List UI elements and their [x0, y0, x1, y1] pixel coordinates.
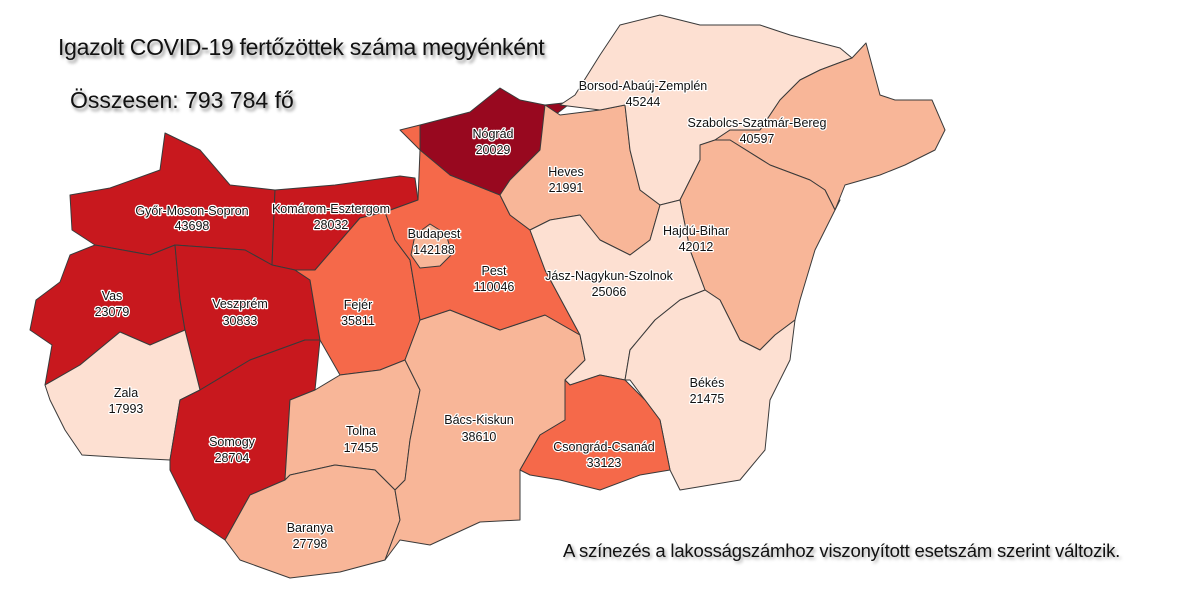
- county-cases: 33123: [587, 456, 622, 470]
- county-labels: Győr-Moson-Sopron 43698 Komárom-Esztergo…: [93, 78, 827, 553]
- county-cases: 110046: [474, 280, 515, 294]
- county-cases: 40597: [740, 132, 775, 146]
- county-name: Borsod-Abaúj-Zemplén: [579, 79, 708, 93]
- county-name: Komárom-Esztergom: [272, 202, 390, 216]
- county-name: Csongrád-Csanád: [553, 440, 654, 454]
- county-cases: 35811: [341, 314, 375, 328]
- county-cases: 25066: [592, 285, 627, 299]
- county-bekes[interactable]: [624, 289, 796, 491]
- county-name: Fejér: [344, 298, 372, 312]
- county-name: Bács-Kiskun: [444, 413, 514, 427]
- total-cases: Összesen: 793 784 fő: [70, 87, 294, 113]
- county-name: Vas: [102, 289, 123, 303]
- county-name: Pest: [481, 264, 507, 278]
- county-name: Veszprém: [212, 297, 268, 311]
- color-note: A színezés a lakosságszámhoz viszonyítot…: [563, 540, 1121, 561]
- county-cases: 38610: [462, 430, 497, 444]
- county-cases: 45244: [626, 95, 661, 109]
- county-name: Baranya: [287, 521, 334, 535]
- county-cases: 17993: [109, 402, 144, 416]
- county-name: Budapest: [408, 227, 461, 241]
- county-cases: 142188: [413, 243, 455, 257]
- county-cases: 28032: [314, 218, 349, 232]
- county-name: Békés: [690, 376, 725, 390]
- county-cases: 23079: [95, 305, 130, 319]
- county-cases: 21991: [549, 181, 584, 195]
- county-name: Győr-Moson-Sopron: [135, 204, 248, 218]
- county-cases: 17455: [344, 441, 379, 455]
- county-name: Zala: [114, 386, 138, 400]
- county-cases: 28704: [215, 451, 250, 465]
- county-gyor-moson-sopron[interactable]: [69, 132, 276, 266]
- county-csongrad-csanad[interactable]: [519, 374, 671, 491]
- county-cases: 42012: [679, 240, 714, 254]
- county-name: Nógrád: [473, 127, 514, 141]
- county-name: Somogy: [209, 435, 256, 449]
- county-cases: 43698: [175, 219, 210, 233]
- county-cases: 21475: [690, 392, 725, 406]
- county-name: Jász-Nagykun-Szolnok: [545, 269, 674, 283]
- county-cases: 30833: [223, 314, 258, 328]
- county-name: Tolna: [346, 424, 376, 438]
- county-name: Szabolcs-Szatmár-Bereg: [688, 116, 827, 130]
- county-cases: 20029: [476, 143, 511, 157]
- county-name: Heves: [548, 165, 583, 179]
- county-name: Hajdú-Bihar: [663, 224, 729, 238]
- map-title: Igazolt COVID-19 fertőzöttek száma megyé…: [58, 34, 545, 60]
- county-budapest[interactable]: [410, 223, 453, 269]
- county-cases: 27798: [293, 537, 328, 551]
